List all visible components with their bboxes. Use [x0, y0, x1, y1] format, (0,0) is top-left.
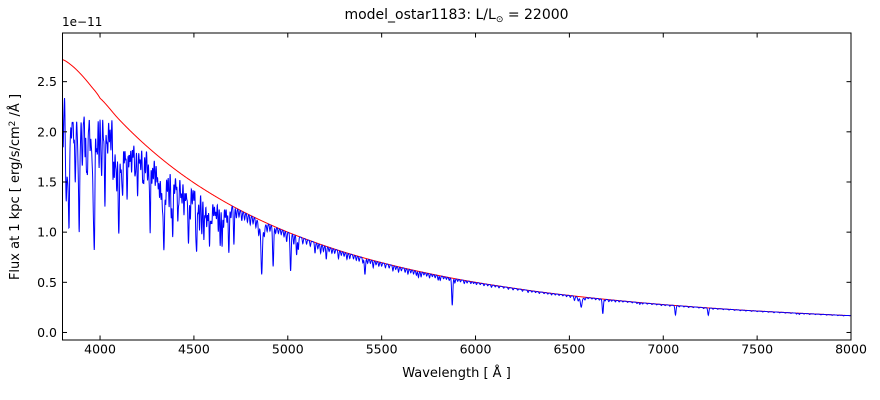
y-tick-label: 0.5	[37, 275, 57, 290]
x-tick-label: 7000	[647, 342, 679, 357]
x-tick-label: 5000	[272, 342, 304, 357]
title-sun-symbol: ⊙	[495, 15, 504, 25]
title-value: = 22000	[503, 7, 569, 23]
x-tick-label: 5500	[366, 342, 398, 357]
x-tick-label: 4000	[84, 342, 116, 357]
y-tick-label: 2.0	[37, 124, 57, 139]
y-tick-label: 2.5	[37, 74, 57, 89]
y-axis-offset-label: 1e−11	[62, 15, 103, 29]
x-tick-label: 8000	[835, 342, 867, 357]
y-tick-label: 1.0	[37, 225, 57, 240]
x-axis-label: Wavelength [ Å ]	[402, 366, 511, 381]
x-tick-label: 6500	[553, 342, 585, 357]
x-tick-label: 6000	[460, 342, 492, 357]
title-text: model_ostar1183: L/L	[344, 7, 496, 23]
y-tick-label: 0.0	[37, 325, 57, 340]
x-tick-label: 4500	[178, 342, 210, 357]
y-axis-label: Flux at 1 kpc [ erg/s/cm2 /Å ]	[8, 42, 24, 332]
y-axis-label-unit: /Å ]	[8, 93, 23, 121]
plot-title: model_ostar1183: L/L⊙ = 22000	[62, 7, 851, 25]
plot-border	[62, 32, 852, 341]
y-axis-label-exponent: 2	[8, 120, 18, 127]
x-tick-label: 7500	[741, 342, 773, 357]
y-tick-label: 1.5	[37, 174, 57, 189]
y-axis-label-text: Flux at 1 kpc [ erg/s/cm	[8, 126, 23, 281]
spectrum-line	[62, 98, 851, 317]
